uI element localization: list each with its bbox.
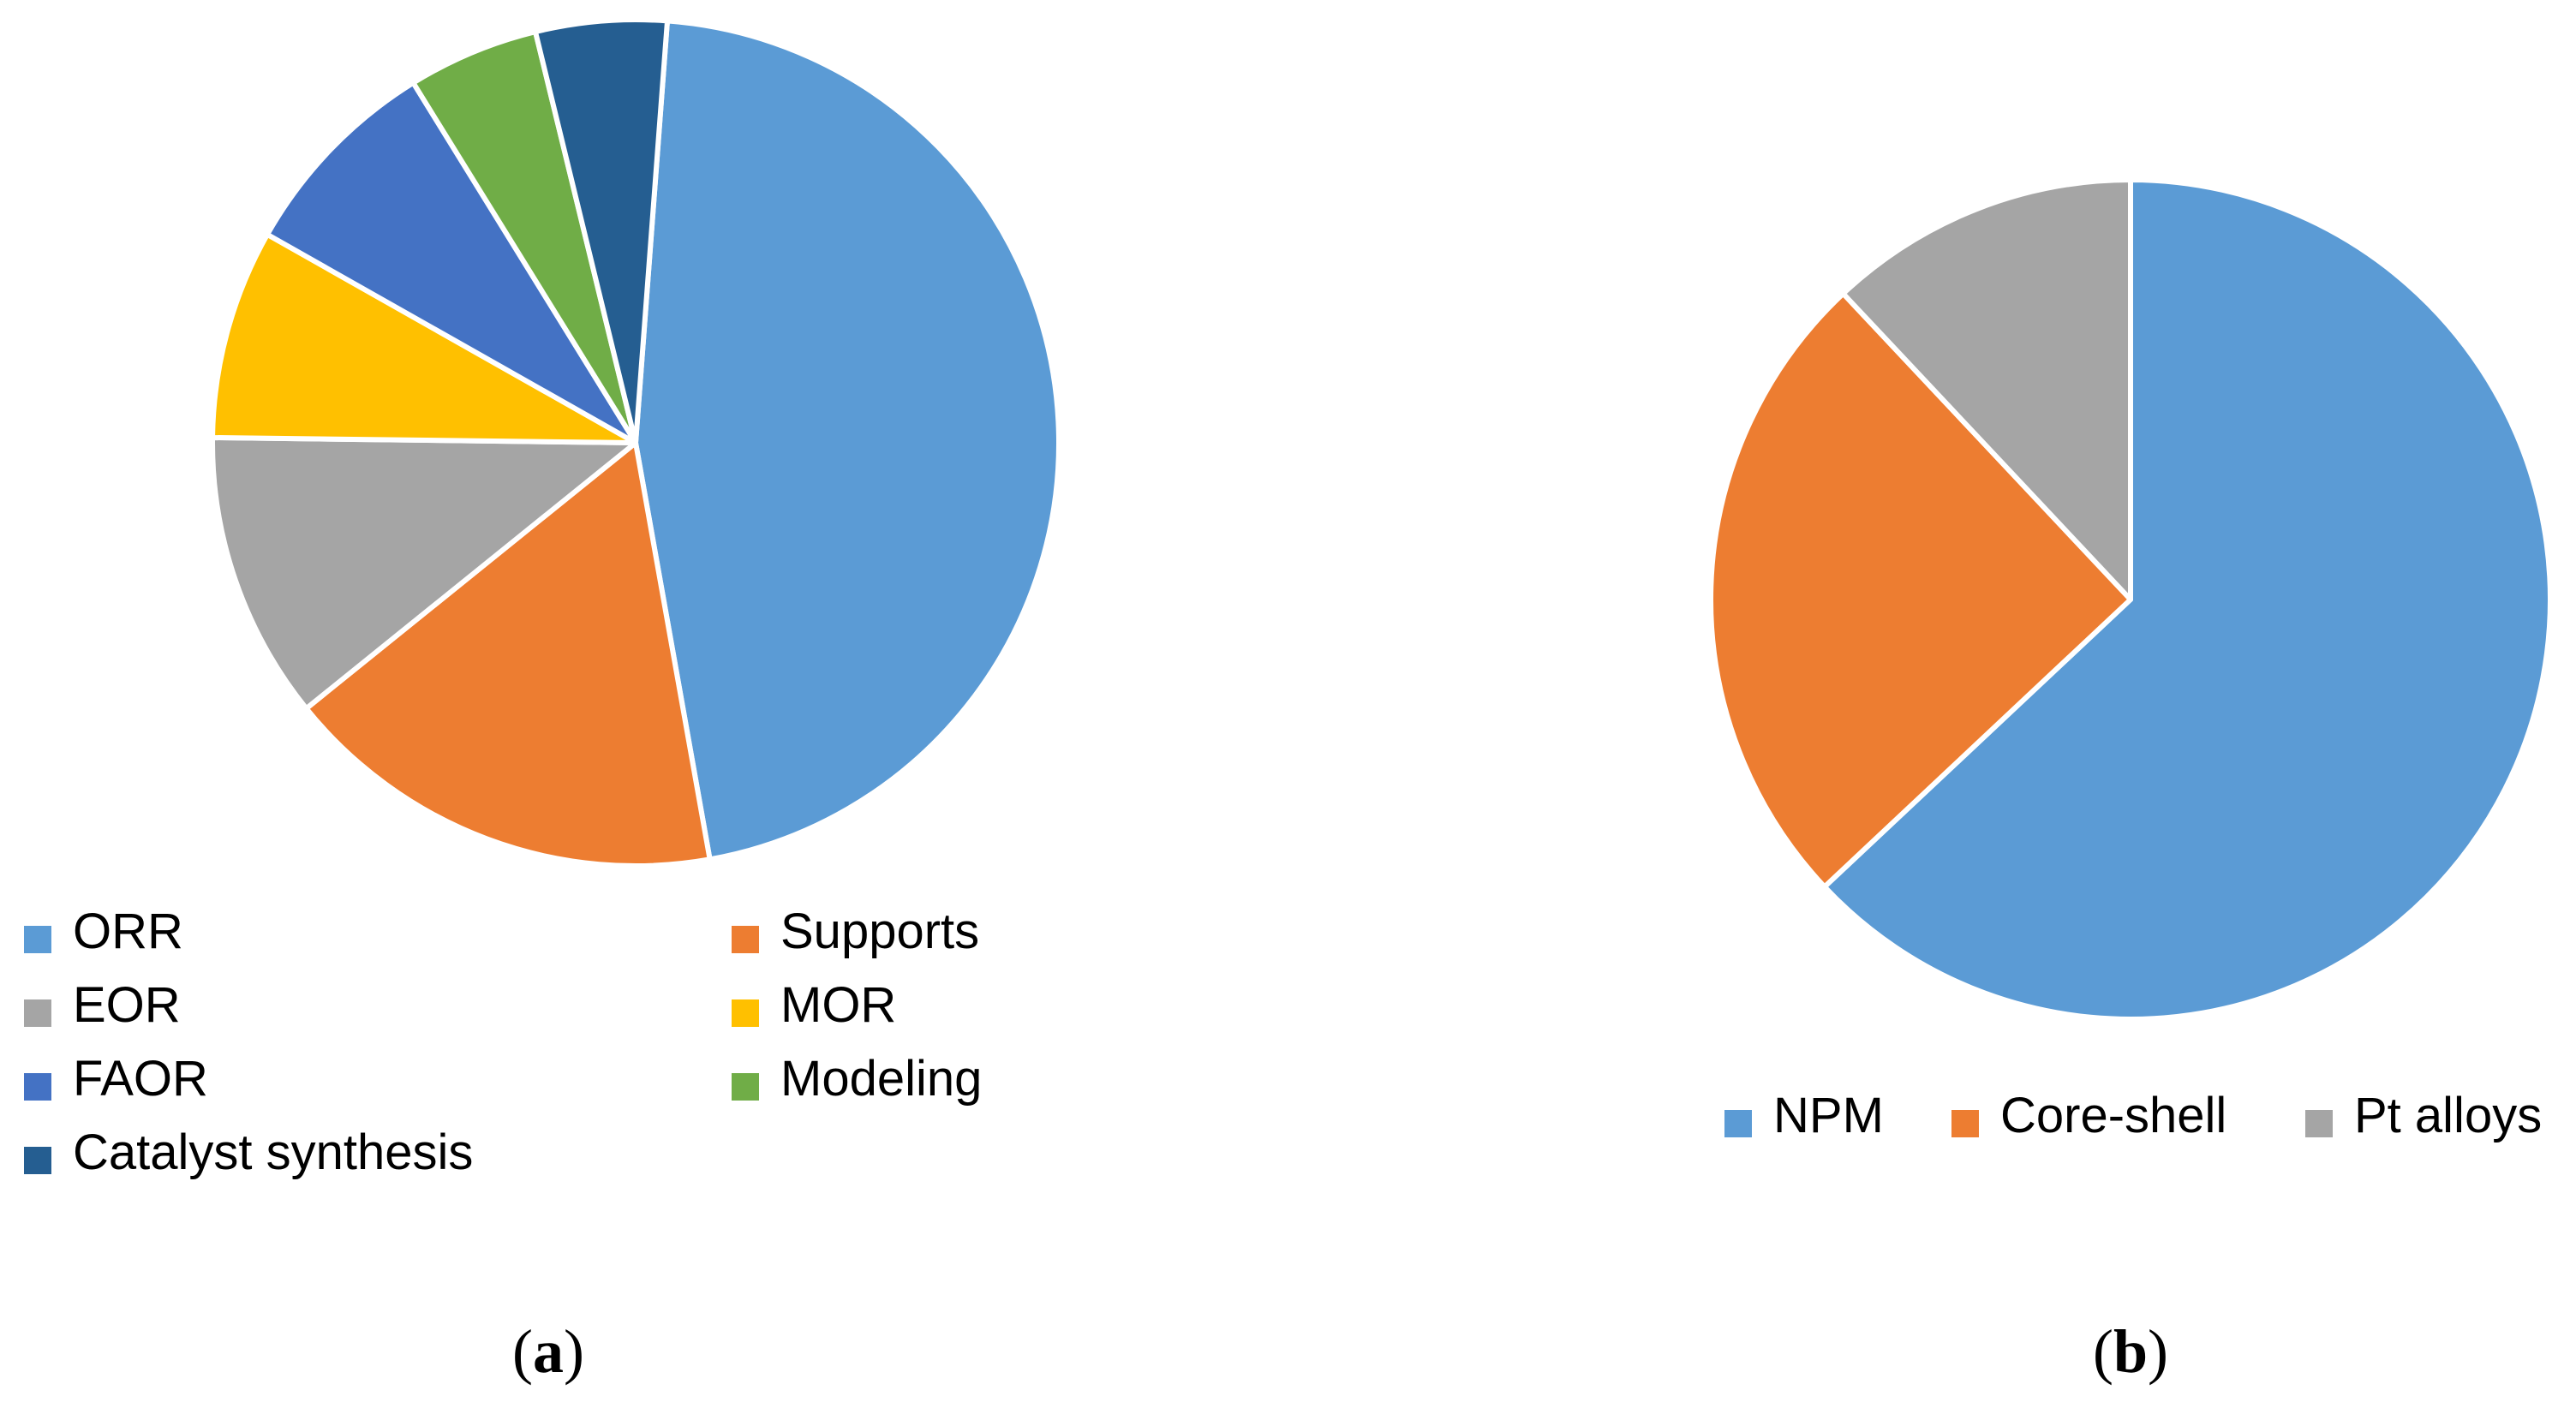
caption-close-paren-a: ) bbox=[564, 1317, 584, 1386]
caption-open-paren-a: ( bbox=[512, 1317, 533, 1386]
pie-slice-modeling bbox=[410, 29, 638, 445]
pie-slice-supports bbox=[303, 440, 713, 868]
legend-item-core-shell: Core-shell bbox=[1951, 1088, 2226, 1143]
legend-swatch-catalyst-synthesis bbox=[24, 1147, 51, 1174]
pie-slice-core-shell bbox=[1708, 290, 2133, 890]
chart-panel-b: NPM Core-shell Pt alloys (b) bbox=[1708, 177, 2554, 1386]
pie-slice-npm bbox=[1821, 177, 2554, 1022]
legend-item-catalyst-synthesis: Catalyst synthesis bbox=[24, 1125, 473, 1180]
legend-label-modeling: Modeling bbox=[780, 1051, 982, 1107]
legend-swatch-orr bbox=[24, 926, 51, 953]
legend-swatch-core-shell bbox=[1951, 1110, 1979, 1137]
legend-swatch-eor bbox=[24, 999, 51, 1027]
pie-slice-pt-alloys bbox=[1840, 177, 2133, 602]
pie-slice-eor bbox=[210, 434, 638, 712]
pie-slice-faor bbox=[265, 80, 638, 445]
legend-swatch-faor bbox=[24, 1073, 51, 1101]
legend-a: ORR Supports EOR MOR FAOR Modeling Catalyst sy… bbox=[24, 904, 982, 1180]
legend-label-faor: FAOR bbox=[73, 1051, 208, 1107]
legend-b: NPM Core-shell Pt alloys bbox=[1724, 1088, 2542, 1143]
pie-slice-mor bbox=[210, 231, 638, 445]
legend-label-core-shell: Core-shell bbox=[2000, 1088, 2226, 1143]
legend-swatch-mor bbox=[732, 999, 759, 1027]
legend-swatch-pt-alloys bbox=[2305, 1110, 2333, 1137]
legend-label-pt-alloys: Pt alloys bbox=[2354, 1088, 2542, 1143]
legend-item-faor: FAOR bbox=[24, 1051, 208, 1107]
legend-label-npm: NPM bbox=[1773, 1088, 1884, 1143]
caption-open-paren-b: ( bbox=[2093, 1317, 2113, 1386]
pie-chart-b bbox=[1708, 177, 2554, 1022]
pie-slice-catalyst-synthesis bbox=[532, 17, 671, 445]
legend-label-orr: ORR bbox=[73, 904, 183, 959]
legend-item-orr: ORR bbox=[24, 904, 183, 959]
pie-chart-a bbox=[210, 17, 1061, 868]
caption-letter-b: b bbox=[2113, 1317, 2148, 1386]
legend-item-npm: NPM bbox=[1724, 1088, 1884, 1143]
legend-item-modeling: Modeling bbox=[732, 1051, 982, 1107]
legend-item-mor: MOR bbox=[732, 977, 896, 1033]
legend-label-supports: Supports bbox=[780, 904, 979, 959]
legend-item-pt-alloys: Pt alloys bbox=[2305, 1088, 2542, 1143]
panel-caption-a: (a) bbox=[512, 1317, 584, 1386]
legend-label-catalyst-synthesis: Catalyst synthesis bbox=[73, 1125, 473, 1180]
chart-panel-a: ORR Supports EOR MOR FAOR Modeling Catalyst sy… bbox=[24, 17, 1061, 1386]
caption-letter-a: a bbox=[533, 1317, 564, 1386]
caption-close-paren-b: ) bbox=[2148, 1317, 2168, 1386]
pie-slice-orr bbox=[633, 18, 1061, 862]
legend-swatch-supports bbox=[732, 926, 759, 953]
legend-swatch-npm bbox=[1724, 1110, 1752, 1137]
legend-item-supports: Supports bbox=[732, 904, 979, 959]
legend-swatch-modeling bbox=[732, 1073, 759, 1101]
panel-caption-b: (b) bbox=[2093, 1317, 2168, 1386]
legend-item-eor: EOR bbox=[24, 977, 181, 1033]
legend-label-mor: MOR bbox=[780, 977, 896, 1033]
legend-label-eor: EOR bbox=[73, 977, 181, 1033]
